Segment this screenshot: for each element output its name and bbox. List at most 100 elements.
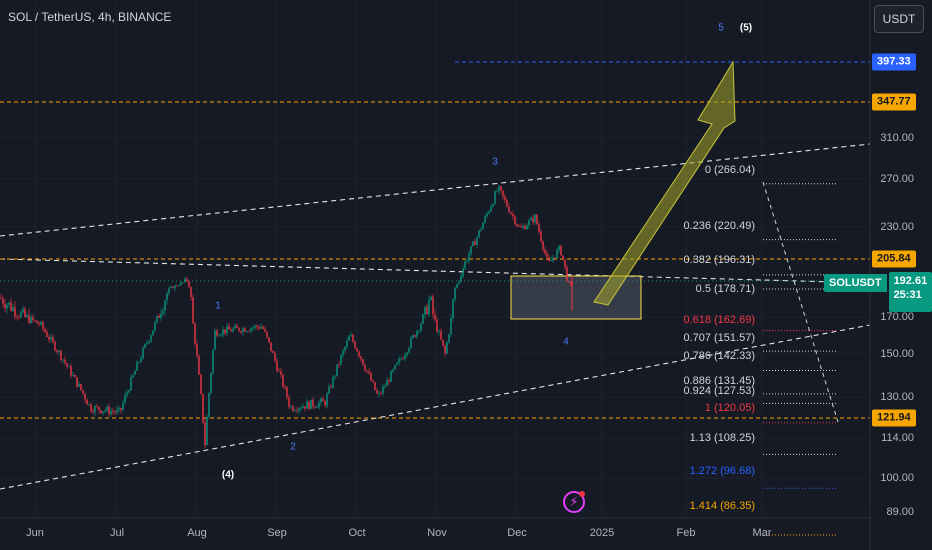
candle-body: [318, 402, 320, 408]
candle-body: [164, 300, 166, 311]
candle-body: [212, 349, 214, 373]
candle-body: [40, 321, 42, 325]
candle-body: [322, 398, 324, 401]
candle-body: [398, 358, 400, 363]
candle-body: [256, 325, 258, 328]
candle-body: [486, 213, 488, 217]
candle-body: [292, 406, 294, 411]
price-chip: 347.77: [872, 93, 916, 111]
candle-body: [402, 358, 404, 360]
candle-body: [482, 222, 484, 230]
fib-level-label: 0.924 (127.53): [683, 385, 755, 397]
candle-body: [12, 307, 14, 311]
candle-body: [116, 409, 118, 413]
time-tick-label: Jun: [26, 527, 44, 539]
current-price-tag: SOLUSDT 192.61 25:31: [824, 272, 932, 312]
trendline: [0, 258, 871, 284]
candle-body: [142, 347, 144, 359]
candle-body: [432, 296, 434, 315]
wave-label: 1: [215, 300, 221, 312]
candle-body: [374, 382, 376, 391]
candle-body: [500, 186, 502, 191]
candle-body: [468, 253, 470, 261]
candle-body: [118, 408, 120, 410]
candle-body: [400, 358, 402, 360]
time-tick-label: Aug: [187, 527, 207, 539]
candle-body: [104, 410, 106, 412]
candle-body: [516, 224, 518, 226]
candle-body: [338, 364, 340, 366]
candle-body: [224, 329, 226, 334]
candle-body: [54, 341, 56, 351]
candle-body: [278, 370, 280, 372]
candle-body: [230, 329, 232, 332]
candle-body: [530, 217, 532, 221]
candle-body: [206, 416, 208, 446]
fib-level-label: 1.13 (108.25): [689, 432, 755, 444]
candle-body: [190, 287, 192, 298]
candle-body: [358, 351, 360, 357]
candle-body: [442, 339, 444, 346]
candle-body: [82, 390, 84, 394]
candle-body: [52, 336, 54, 342]
currency-button[interactable]: USDT: [874, 5, 924, 33]
lightning-alert-icon[interactable]: ⚡: [563, 491, 585, 513]
candle-body: [314, 406, 316, 408]
candle-body: [138, 361, 140, 363]
candle-body: [250, 328, 252, 332]
candle-body: [288, 397, 290, 407]
price-tick-label: 100.00: [880, 472, 914, 484]
candle-body: [24, 308, 26, 318]
candle-body: [72, 375, 74, 376]
candle-body: [308, 401, 310, 410]
candle-body: [488, 211, 490, 214]
candle-body: [528, 220, 530, 226]
candle-body: [526, 225, 528, 230]
price-tick-label: 150.00: [880, 348, 914, 360]
candle-body: [386, 380, 388, 387]
candle-body: [8, 302, 10, 305]
candle-body: [538, 224, 540, 232]
price-tick-label: 310.00: [880, 132, 914, 144]
candle-body: [302, 406, 304, 409]
candle-body: [546, 253, 548, 258]
candle-body: [48, 336, 50, 340]
candle-body: [128, 390, 130, 393]
candle-body: [532, 217, 534, 223]
candle-body: [380, 393, 382, 394]
candle-body: [378, 393, 380, 394]
candle-body: [342, 350, 344, 355]
candle-body: [420, 323, 422, 331]
candle-body: [110, 411, 112, 415]
candle-body: [544, 249, 546, 254]
candle-body: [258, 327, 260, 329]
candle-body: [136, 362, 138, 371]
alert-dot: [579, 491, 585, 497]
candle-body: [84, 393, 86, 400]
candle-body: [410, 337, 412, 348]
candle-body: [180, 282, 182, 286]
candle-body: [6, 304, 8, 309]
candle-body: [244, 328, 246, 332]
candle-body: [64, 359, 66, 363]
candle-body: [94, 406, 96, 413]
candle-body: [134, 370, 136, 375]
candle-body: [320, 398, 322, 403]
candle-body: [556, 250, 558, 259]
candle-body: [370, 373, 372, 381]
price-chip: 205.84: [872, 250, 916, 268]
candle-body: [4, 304, 6, 309]
candle-body: [198, 356, 200, 375]
candle-body: [148, 341, 150, 343]
candle-body: [346, 340, 348, 347]
candle-body: [160, 313, 162, 318]
candle-body: [210, 372, 212, 393]
candle-body: [326, 393, 328, 406]
candle-body: [524, 226, 526, 230]
candle-body: [512, 213, 514, 217]
trendline: [0, 143, 871, 237]
candle-body: [502, 190, 504, 197]
fib-level-label: 1.414 (86.35): [689, 500, 755, 512]
time-tick-label: Nov: [427, 527, 447, 539]
